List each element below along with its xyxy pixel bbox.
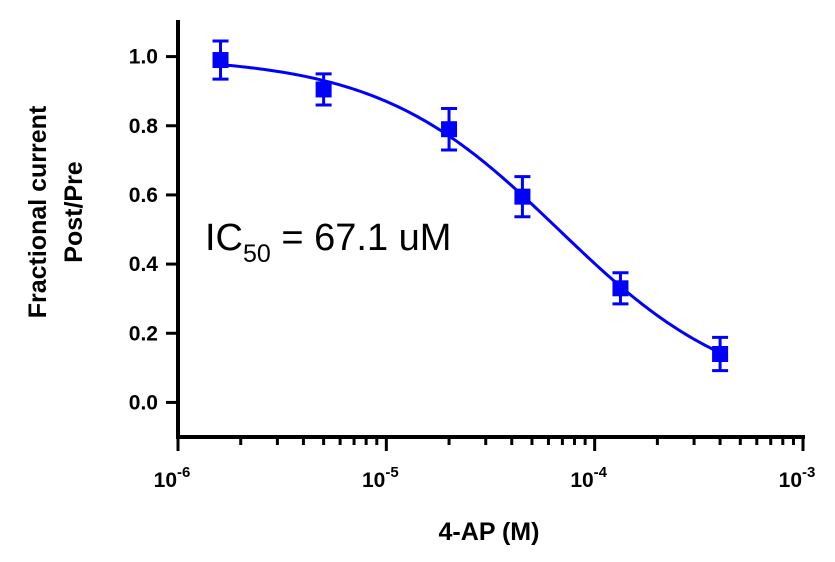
y-axis-title-line2: Post/Pre [60, 161, 88, 263]
data-points [212, 39, 729, 373]
y-axis-title-line1: Fractional current [24, 105, 52, 318]
y-tick-label: 1.0 [129, 46, 158, 69]
y-tick-label: 0.2 [129, 322, 158, 345]
x-axis-title: 4-AP (M) [439, 518, 540, 546]
y-tick-label: 0.8 [129, 115, 159, 138]
x-tick-label: 10-6 [154, 464, 191, 492]
data-point [712, 346, 729, 362]
data-point [612, 280, 629, 297]
y-tick-label: 0.4 [129, 253, 159, 276]
data-point [441, 121, 458, 138]
data-point [315, 81, 332, 98]
x-tick-label: 10-4 [570, 464, 607, 492]
fit-curve-group [220, 63, 721, 355]
y-tick-label: 0.6 [129, 184, 158, 207]
fit-curve [220, 63, 721, 355]
x-tick-label: 10-5 [362, 464, 399, 492]
ic50-annotation: IC50 = 67.1 uM [205, 217, 451, 268]
x-tick-label: 10-3 [779, 464, 816, 492]
data-point [212, 52, 229, 69]
y-tick-label: 0.0 [129, 391, 158, 414]
axes: 0.0 0.2 0.4 0.6 0.8 1.0 10-6 10-5 10-4 10-3 [129, 20, 816, 492]
data-point [514, 188, 531, 205]
